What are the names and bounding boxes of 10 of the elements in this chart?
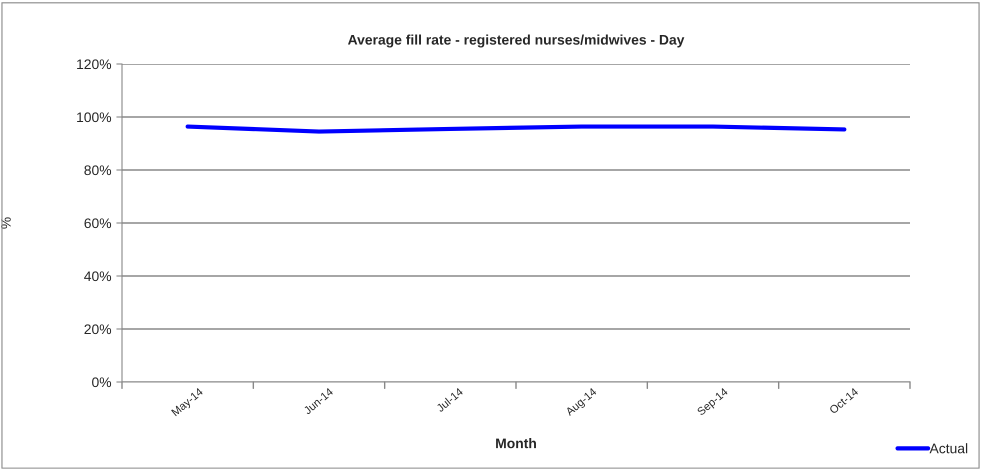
y-tick-label: 60%: [84, 218, 112, 228]
y-tick-label: 40%: [84, 271, 112, 282]
chart-title: Average fill rate - registered nurses/midwives - Day: [348, 34, 684, 48]
y-tick-label: 100%: [77, 112, 112, 122]
y-tick-label: 80%: [84, 165, 112, 176]
y-tick-label: 20%: [84, 324, 112, 334]
x-axis-title: Month: [496, 438, 536, 448]
legend-label: Actual: [930, 443, 968, 454]
y-tick-label: 0%: [92, 377, 112, 388]
y-tick-label: 120%: [77, 59, 112, 70]
